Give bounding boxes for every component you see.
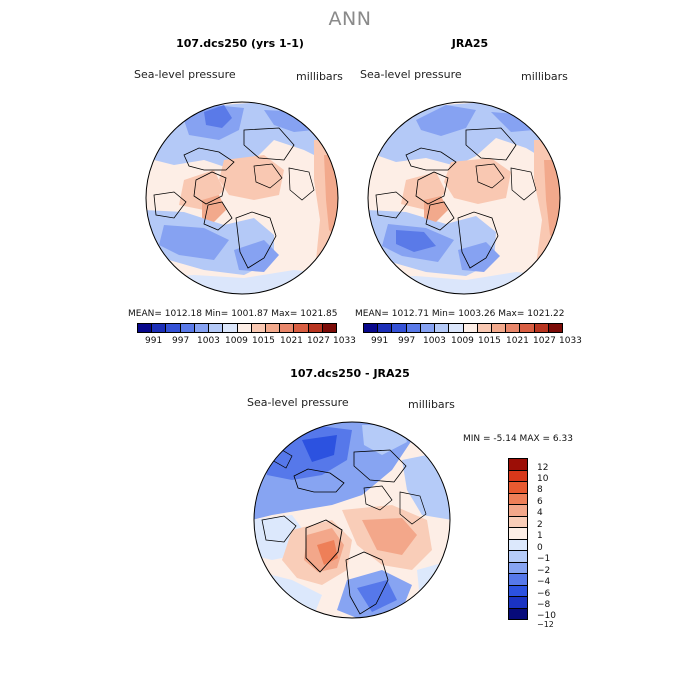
panel-1-title: 107.dcs250 (yrs 1-1) [176, 37, 304, 50]
panel-3-tick-6: 6 [537, 497, 543, 507]
figure-title: ANN [328, 8, 372, 30]
panel-3-left-label: Sea-level pressure [247, 396, 349, 409]
panel-3-tick-minus8: −8 [537, 600, 551, 610]
panel-3-tick-10: 10 [537, 474, 549, 484]
panel-2-tick-991: 991 [371, 336, 389, 346]
panel-1-units-label: millibars [296, 70, 343, 83]
panel-3-tick-1: 1 [537, 531, 543, 541]
panel-3-title: 107.dcs250 - JRA25 [290, 367, 410, 380]
panel-3-tick-4: 4 [537, 508, 543, 518]
panel-2-tick-1009: 1009 [451, 336, 474, 346]
panel-2-title: JRA25 [451, 37, 489, 50]
panel-2-tick-997: 997 [398, 336, 416, 346]
panel-3-tick-2: 2 [537, 520, 543, 530]
panel-1-tick-991: 991 [145, 336, 163, 346]
panel-2-polar-map [367, 101, 561, 295]
panel-3-polar-map [253, 421, 451, 619]
panel-3-colorbar [508, 458, 528, 620]
panel-1-tick-1003: 1003 [197, 336, 220, 346]
panel-1-left-label: Sea-level pressure [134, 68, 236, 81]
panel-1-tick-997: 997 [172, 336, 190, 346]
panel-3-units-label: millibars [408, 398, 455, 411]
panel-1-polar-map [145, 101, 339, 295]
panel-2-tick-1003: 1003 [423, 336, 446, 346]
panel-3-tick-minus2: −2 [537, 566, 551, 576]
panel-2-tick-1033: 1033 [559, 336, 582, 346]
panel-3-tick-minus6: −6 [537, 589, 551, 599]
panel-3-tick-12: 12 [537, 463, 549, 473]
panel-2-left-label: Sea-level pressure [360, 68, 462, 81]
panel-2-tick-1027: 1027 [533, 336, 556, 346]
panel-2-colorbar [363, 323, 563, 333]
panel-1-tick-1009: 1009 [225, 336, 248, 346]
panel-1-colorbar [137, 323, 337, 333]
panel-2-units-label: millibars [521, 70, 568, 83]
panel-2-stats: MEAN= 1012.71 Min= 1003.26 Max= 1021.22 [355, 309, 565, 319]
panel-2-tick-1021: 1021 [506, 336, 529, 346]
panel-3-stats: MIN = -5.14 MAX = 6.33 [463, 434, 573, 444]
panel-1-stats: MEAN= 1012.18 Min= 1001.87 Max= 1021.85 [128, 309, 338, 319]
panel-1-tick-1015: 1015 [252, 336, 275, 346]
panel-2-tick-1015: 1015 [478, 336, 501, 346]
panel-1-tick-1033: 1033 [333, 336, 356, 346]
panel-3-tick-minus1: −1 [537, 554, 551, 564]
panel-3-tick-0: 0 [537, 543, 543, 553]
panel-3-tick-minus10: −10 [537, 611, 556, 621]
panel-1-tick-1027: 1027 [307, 336, 330, 346]
panel-1-tick-1021: 1021 [280, 336, 303, 346]
panel-3-tick-minus4: −4 [537, 577, 551, 587]
panel-3-tick-8: 8 [537, 485, 543, 495]
panel-3-tick-minus12: −12 [537, 620, 554, 629]
